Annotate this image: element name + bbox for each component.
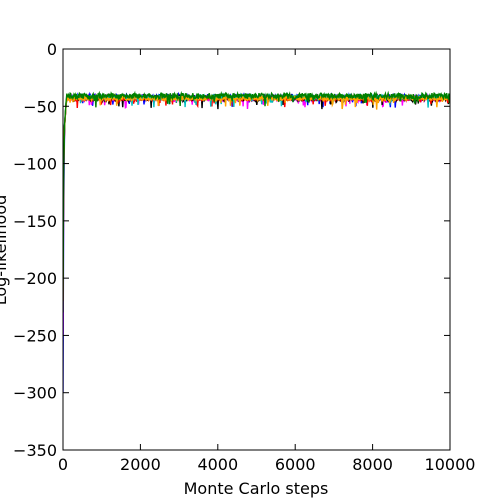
y-tick-label: −200: [13, 269, 57, 288]
x-tick-label: 8000: [352, 455, 393, 474]
y-axis-label: Log-likelihood: [0, 195, 10, 306]
x-axis: 0 2000 4000 6000 8000 10000: [58, 49, 476, 474]
x-tick-label: 6000: [275, 455, 316, 474]
y-tick-label: −300: [13, 384, 57, 403]
x-tick-label: 2000: [120, 455, 161, 474]
series-line: [63, 90, 450, 313]
x-tick-label: 4000: [197, 455, 238, 474]
series-layer: [63, 90, 450, 393]
plot-area: [63, 49, 450, 450]
y-tick-label: −350: [13, 441, 57, 460]
x-tick-label: 0: [58, 455, 68, 474]
plot-frame: [62, 48, 451, 451]
y-tick-label: −250: [13, 326, 57, 345]
y-tick-label: −150: [13, 212, 57, 231]
y-tick-label: −100: [13, 155, 57, 174]
y-tick-label: −50: [23, 97, 57, 116]
y-tick-label: 0: [47, 40, 57, 59]
y-axis: 0 −50 −100 −150 −200 −250 −300 −350: [13, 40, 450, 460]
x-axis-label: Monte Carlo steps: [184, 479, 329, 498]
x-tick-label: 10000: [425, 455, 476, 474]
